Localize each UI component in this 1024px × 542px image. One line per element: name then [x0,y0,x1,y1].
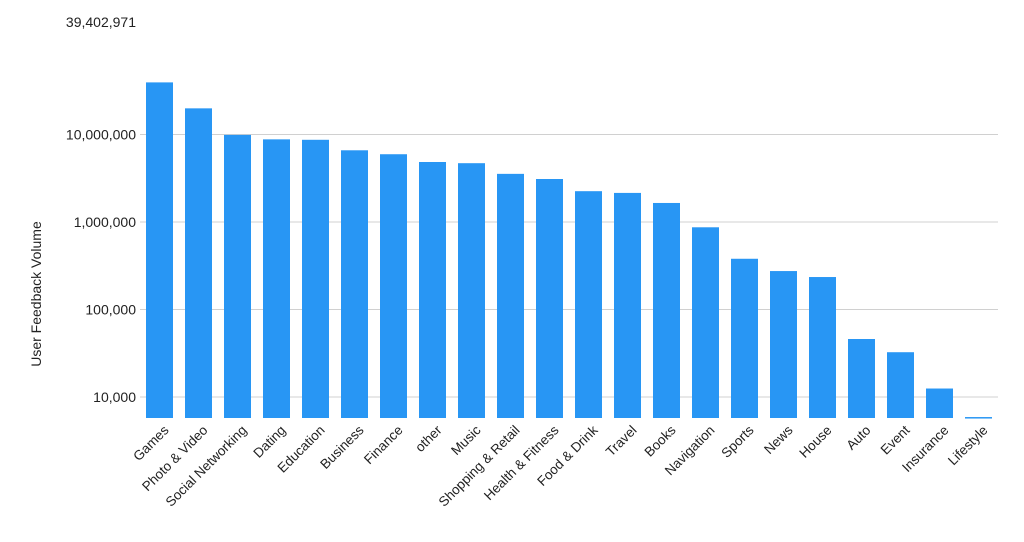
bar [848,339,875,418]
bar [341,150,368,418]
bar [731,258,758,418]
bar [380,154,407,418]
bars [146,82,992,419]
x-tick-label: Music [448,422,484,458]
x-tick-label: Business [317,422,367,472]
bar [614,192,641,418]
bar [770,271,797,418]
bar [458,163,485,418]
bar [575,191,602,418]
y-tick-label: 39,402,971 [66,14,136,30]
x-tick-label: Auto [843,423,873,453]
bar [302,139,329,419]
bar [926,388,953,418]
y-tick-label: 10,000,000 [66,127,136,143]
x-tick-label: Event [878,422,913,457]
bar [653,202,680,418]
x-tick-label: Sports [718,422,756,460]
x-tick-label: News [761,422,796,457]
y-axis-ticks: 10,000 100,000 1,000,000 10,000,000 39,402,9… [66,14,136,405]
bar [263,139,290,418]
x-tick-label: Lifestyle [945,423,991,469]
x-tick-label: Books [641,422,678,459]
x-tick-label: other [412,422,445,455]
x-tick-label: Travel [603,423,640,460]
bar [887,352,914,418]
bar [224,134,251,418]
x-tick-label: House [796,423,834,461]
bar [536,179,563,418]
bar [497,173,524,418]
x-tick-label: Finance [361,423,406,468]
bar [809,277,836,418]
y-tick-label: 1,000,000 [74,214,136,230]
bar [692,227,719,418]
bar [146,82,173,419]
y-tick-label: 10,000 [93,389,136,405]
bar [965,417,992,419]
bar [419,161,446,418]
y-axis-label: User Feedback Volume [28,221,44,367]
y-tick-label: 100,000 [85,302,136,318]
bar [185,108,212,419]
x-tick-label: Dating [250,423,288,461]
